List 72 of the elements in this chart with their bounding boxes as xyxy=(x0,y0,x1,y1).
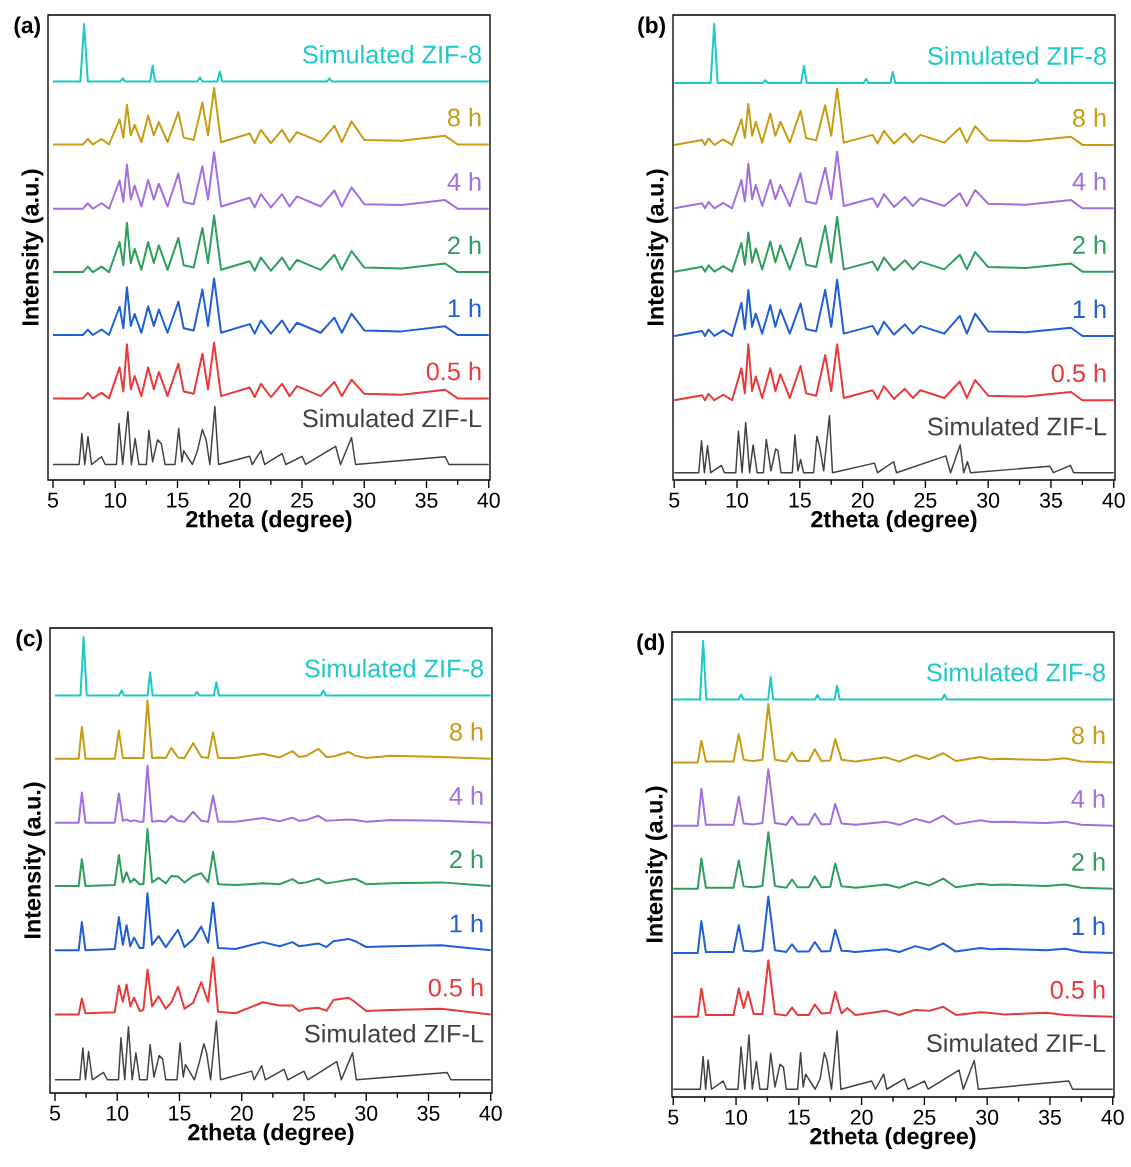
x-tick-label: 40 xyxy=(1102,492,1125,508)
x-tick-label: 20 xyxy=(850,1109,873,1125)
x-tick-label: 25 xyxy=(914,492,937,508)
x-tick-label: 15 xyxy=(788,1109,810,1125)
x-tick-label: 5 xyxy=(668,1109,679,1125)
series-label: 4 h xyxy=(1072,171,1106,191)
series-label: 1 h xyxy=(448,298,481,318)
series-label: Simulated ZIF-L xyxy=(305,1024,484,1043)
series-label: 0.5 h xyxy=(428,977,483,997)
series-label: 8 h xyxy=(449,722,483,741)
x-tick-label: 20 xyxy=(228,492,251,508)
series-label: 4 h xyxy=(1071,789,1105,808)
series-label: 0.5 h xyxy=(1050,980,1105,999)
x-tick-label: 25 xyxy=(293,1105,315,1121)
series-label: Simulated ZIF-8 xyxy=(303,44,481,64)
y-axis-title: Intensity (a.u.) xyxy=(645,786,668,943)
series-label: 1 h xyxy=(1073,299,1106,318)
series-label: Simulated ZIF-8 xyxy=(305,658,483,678)
x-tick-label: 5 xyxy=(47,492,59,508)
text: (a) xyxy=(14,16,40,38)
series-label: Simulated ZIF-L xyxy=(303,408,482,428)
series-label: Simulated ZIF-8 xyxy=(927,662,1105,682)
series-label: Simulated ZIF-L xyxy=(928,416,1107,436)
x-tick-label: 40 xyxy=(1101,1109,1124,1125)
series-label: Simulated ZIF-8 xyxy=(928,46,1106,65)
x-tick-label: 35 xyxy=(415,492,438,508)
x-tick-label: 10 xyxy=(107,1105,129,1121)
x-tick-label: 10 xyxy=(726,492,749,508)
x-tick-label: 20 xyxy=(851,492,874,508)
x-axis-title: 2theta (degree) xyxy=(810,1127,976,1150)
x-tick-label: 10 xyxy=(105,492,127,508)
x-tick-label: 35 xyxy=(1039,492,1062,508)
text: (b) xyxy=(638,16,665,38)
series-label: 0.5 h xyxy=(1051,363,1106,383)
x-tick-label: 10 xyxy=(725,1109,748,1125)
y-axis-title: Intensity (a.u.) xyxy=(21,169,44,325)
x-tick-label: 30 xyxy=(976,1109,999,1125)
x-tick-label: 35 xyxy=(417,1105,440,1121)
x-tick-label: 25 xyxy=(913,1109,936,1125)
x-tick-label: 5 xyxy=(49,1105,61,1121)
y-axis-title: Intensity (a.u.) xyxy=(646,169,669,326)
x-tick-label: 15 xyxy=(789,492,811,508)
x-tick-label: 25 xyxy=(291,492,313,508)
series-label: Simulated ZIF-L xyxy=(927,1033,1106,1053)
x-tick-label: 30 xyxy=(353,492,376,508)
x-tick-label: 30 xyxy=(355,1105,378,1121)
x-tick-label: 15 xyxy=(167,492,189,508)
series-label: 2 h xyxy=(450,849,483,869)
series-label: 4 h xyxy=(449,786,483,805)
text: (c) xyxy=(16,629,42,651)
text: (d) xyxy=(637,633,664,655)
series-label: 2 h xyxy=(1072,852,1105,871)
series-label: 1 h xyxy=(450,913,483,933)
x-tick-label: 20 xyxy=(230,1105,253,1121)
x-axis-title: 2theta (degree) xyxy=(811,510,977,533)
x-tick-label: 40 xyxy=(477,492,500,508)
x-tick-label: 15 xyxy=(169,1105,191,1121)
x-axis-title: 2theta (degree) xyxy=(188,1123,354,1146)
series-label: 4 h xyxy=(447,172,481,191)
x-tick-label: 30 xyxy=(977,492,1000,508)
series-label: 1 h xyxy=(1072,916,1105,935)
series-label: 8 h xyxy=(1072,108,1106,127)
series-label: 2 h xyxy=(1073,235,1106,254)
series-label: 0.5 h xyxy=(426,361,481,381)
x-tick-label: 35 xyxy=(1038,1109,1061,1125)
series-label: 8 h xyxy=(1071,725,1105,745)
series-label: 8 h xyxy=(447,107,481,127)
y-axis-title: Intensity (a.u.) xyxy=(23,782,46,939)
x-axis-title: 2theta (degree) xyxy=(186,510,352,533)
x-tick-label: 5 xyxy=(669,492,680,508)
x-tick-label: 40 xyxy=(479,1105,502,1121)
series-label: 2 h xyxy=(448,235,481,255)
